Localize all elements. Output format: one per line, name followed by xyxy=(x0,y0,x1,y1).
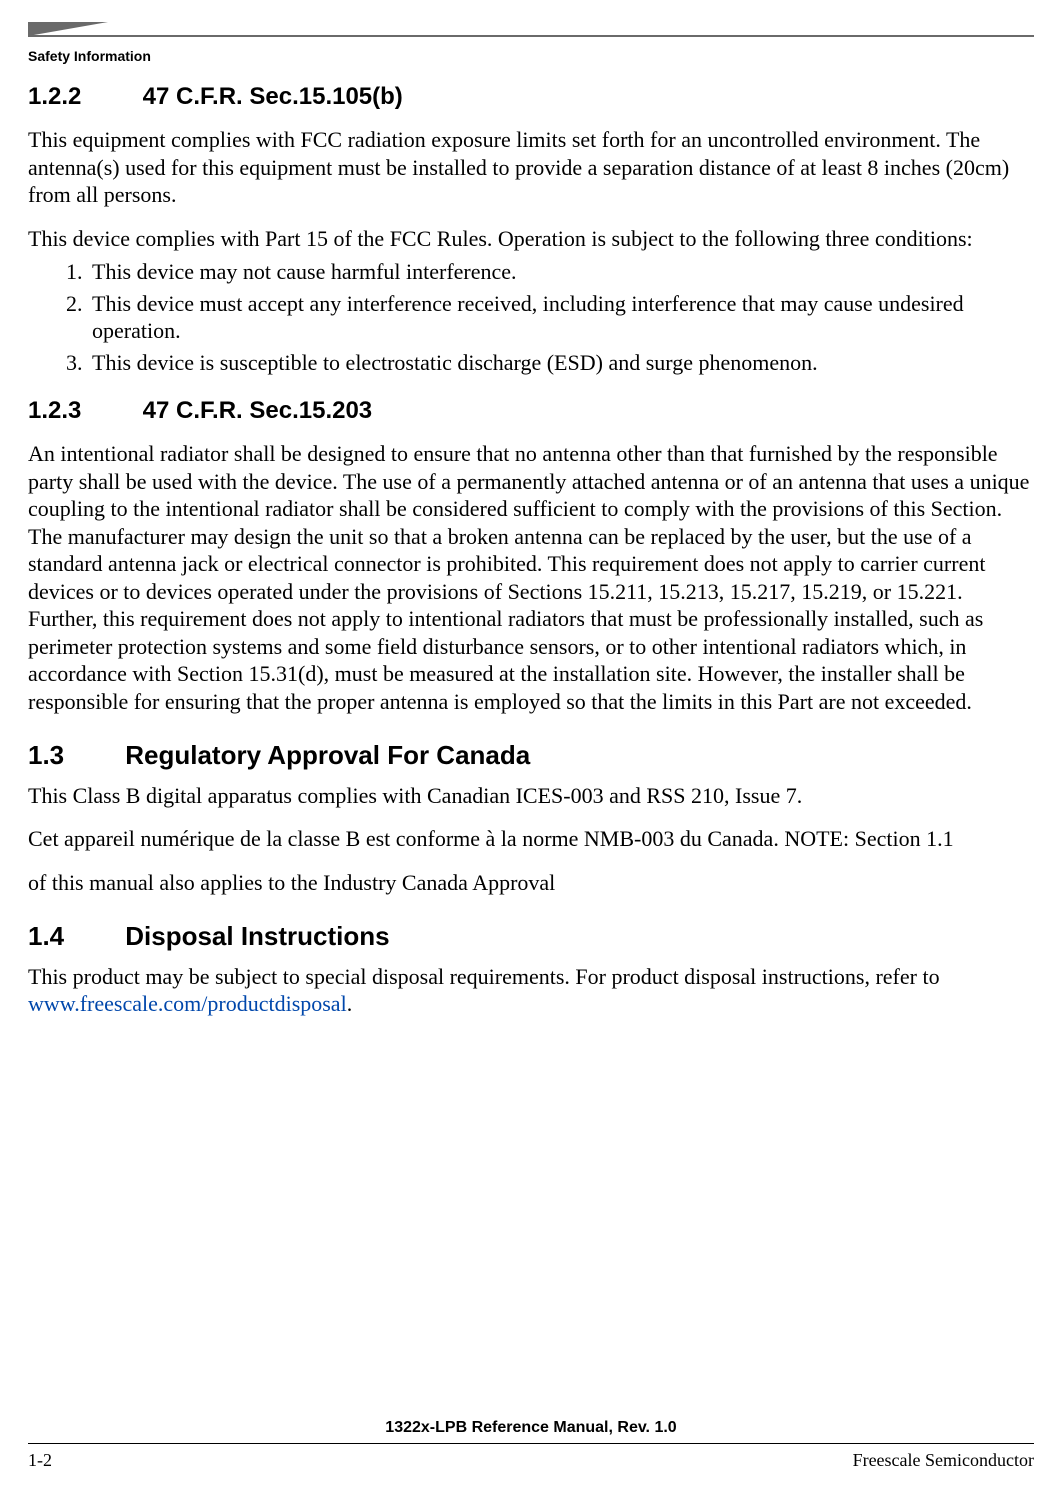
paragraph: This equipment complies with FCC radiati… xyxy=(28,126,1034,209)
heading-title: Disposal Instructions xyxy=(125,921,389,951)
heading-number: 1.2.3 xyxy=(28,396,136,426)
page: Safety Information 1.2.2 47 C.F.R. Sec.1… xyxy=(0,0,1062,1493)
header-decoration xyxy=(28,28,1034,42)
footer-doc-title: 1322x-LPB Reference Manual, Rev. 1.0 xyxy=(28,1419,1034,1437)
header-rule xyxy=(28,35,1034,37)
disposal-link[interactable]: www.freescale.com/productdisposal xyxy=(28,991,347,1016)
paragraph: of this manual also applies to the Indus… xyxy=(28,869,1034,897)
heading-1-3: 1.3 Regulatory Approval For Canada xyxy=(28,739,1034,772)
list-item: This device may not cause harmful interf… xyxy=(88,258,1034,286)
heading-1-2-2: 1.2.2 47 C.F.R. Sec.15.105(b) xyxy=(28,82,1034,112)
heading-1-2-3: 1.2.3 47 C.F.R. Sec.15.203 xyxy=(28,396,1034,426)
heading-number: 1.4 xyxy=(28,920,118,953)
paragraph: This device complies with Part 15 of the… xyxy=(28,225,1034,253)
paragraph: An intentional radiator shall be designe… xyxy=(28,440,1034,715)
conditions-list: This device may not cause harmful interf… xyxy=(88,258,1034,376)
heading-1-4: 1.4 Disposal Instructions xyxy=(28,920,1034,953)
list-item: This device is susceptible to electrosta… xyxy=(88,349,1034,377)
heading-title: 47 C.F.R. Sec.15.203 xyxy=(143,397,372,424)
footer-rule xyxy=(28,1443,1034,1444)
paragraph: This Class B digital apparatus complies … xyxy=(28,782,1034,810)
text-run: . xyxy=(347,991,353,1016)
page-number: 1-2 xyxy=(28,1450,52,1471)
page-footer: 1322x-LPB Reference Manual, Rev. 1.0 1-2… xyxy=(28,1419,1034,1471)
content: 1.2.2 47 C.F.R. Sec.15.105(b) This equip… xyxy=(28,82,1034,1018)
heading-title: Regulatory Approval For Canada xyxy=(125,740,530,770)
heading-number: 1.2.2 xyxy=(28,82,136,112)
paragraph: Cet appareil numérique de la classe B es… xyxy=(28,825,1034,853)
footer-row: 1-2 Freescale Semiconductor xyxy=(28,1450,1034,1471)
list-item: This device must accept any interference… xyxy=(88,290,1034,345)
heading-title: 47 C.F.R. Sec.15.105(b) xyxy=(143,83,403,110)
header-spacer xyxy=(28,0,1034,28)
paragraph-with-link: This product may be subject to special d… xyxy=(28,963,1034,1018)
company-name: Freescale Semiconductor xyxy=(853,1450,1034,1471)
running-head: Safety Information xyxy=(28,48,1034,64)
header-triangle-icon xyxy=(28,22,108,36)
text-run: This product may be subject to special d… xyxy=(28,964,940,989)
heading-number: 1.3 xyxy=(28,739,118,772)
